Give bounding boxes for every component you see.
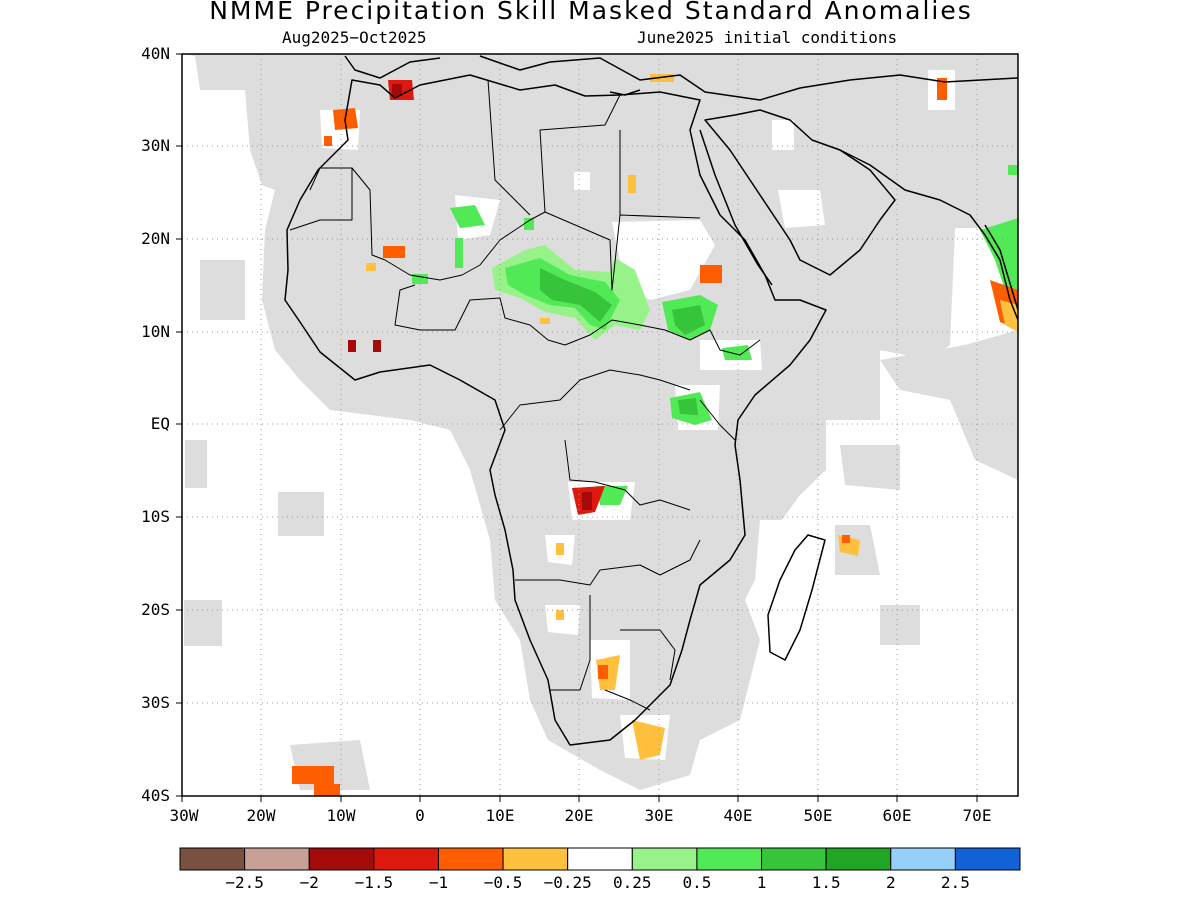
lon-label: 20W <box>246 806 276 825</box>
negative-anomalies <box>292 74 1018 796</box>
colorbar-swatch <box>244 847 310 871</box>
lon-label: 70E <box>962 806 992 825</box>
lat-label: 10N <box>141 322 170 341</box>
lon-label: 10E <box>485 806 515 825</box>
colorbar-label: 0.25 <box>613 873 652 892</box>
colorbar-label: 1 <box>756 873 767 892</box>
colorbar-swatch <box>825 847 892 871</box>
colorbar-swatch <box>567 847 633 871</box>
lon-label: 30E <box>644 806 674 825</box>
lon-label: 50E <box>803 806 833 825</box>
colorbar-swatch <box>502 847 569 871</box>
lon-label: 40E <box>723 806 753 825</box>
lat-label: 40N <box>141 44 170 63</box>
lat-label: 10S <box>141 507 170 526</box>
lat-label: 30N <box>141 136 170 155</box>
colorbar-label: 0.5 <box>682 873 712 892</box>
colorbar-label: −1.5 <box>354 873 394 892</box>
colorbar-label: 2.5 <box>940 873 970 892</box>
colorbar-swatch <box>761 847 827 871</box>
colorbar <box>179 847 1021 871</box>
lat-label: 40S <box>141 786 170 805</box>
initial-conditions-label: June2025 initial conditions <box>637 28 898 47</box>
masked-area <box>182 54 1018 790</box>
colorbar-swatch <box>890 847 956 871</box>
colorbar-label: 1.5 <box>811 873 841 892</box>
colorbar-swatch <box>437 847 504 871</box>
lat-label: 30S <box>141 693 170 712</box>
colorbar-label: −2 <box>299 873 319 892</box>
lon-label: 30W <box>169 806 199 825</box>
colorbar-label: −0.25 <box>543 873 592 892</box>
lon-label: 60E <box>882 806 912 825</box>
country-borders <box>289 79 761 711</box>
colorbar-swatch <box>954 847 1021 871</box>
colorbar-swatch <box>696 847 763 871</box>
lat-label: EQ <box>150 414 170 433</box>
colorbar-swatch <box>631 847 698 871</box>
colorbar-label: −1 <box>428 873 449 892</box>
lat-label: 20S <box>141 600 170 619</box>
colorbar-swatch <box>179 847 246 871</box>
colorbar-label: −0.5 <box>483 873 523 892</box>
lon-label: 10W <box>326 806 356 825</box>
coastlines <box>284 55 1018 746</box>
lon-label: 20E <box>564 806 594 825</box>
season-label: Aug2025−Oct2025 <box>282 28 427 47</box>
lon-label: 0 <box>415 806 425 825</box>
axis-ticks <box>176 53 978 802</box>
map-frame <box>181 53 1019 797</box>
map-field <box>182 54 1018 796</box>
positive-anomalies <box>412 165 1018 505</box>
colorbar-swatch <box>308 847 375 871</box>
lat-label: 20N <box>141 229 170 248</box>
colorbar-label: −2.5 <box>225 873 264 892</box>
colorbar-label: 2 <box>885 873 896 892</box>
colorbar-swatch <box>373 847 439 871</box>
map-title: NMME Precipitation Skill Masked Standard… <box>209 0 973 25</box>
